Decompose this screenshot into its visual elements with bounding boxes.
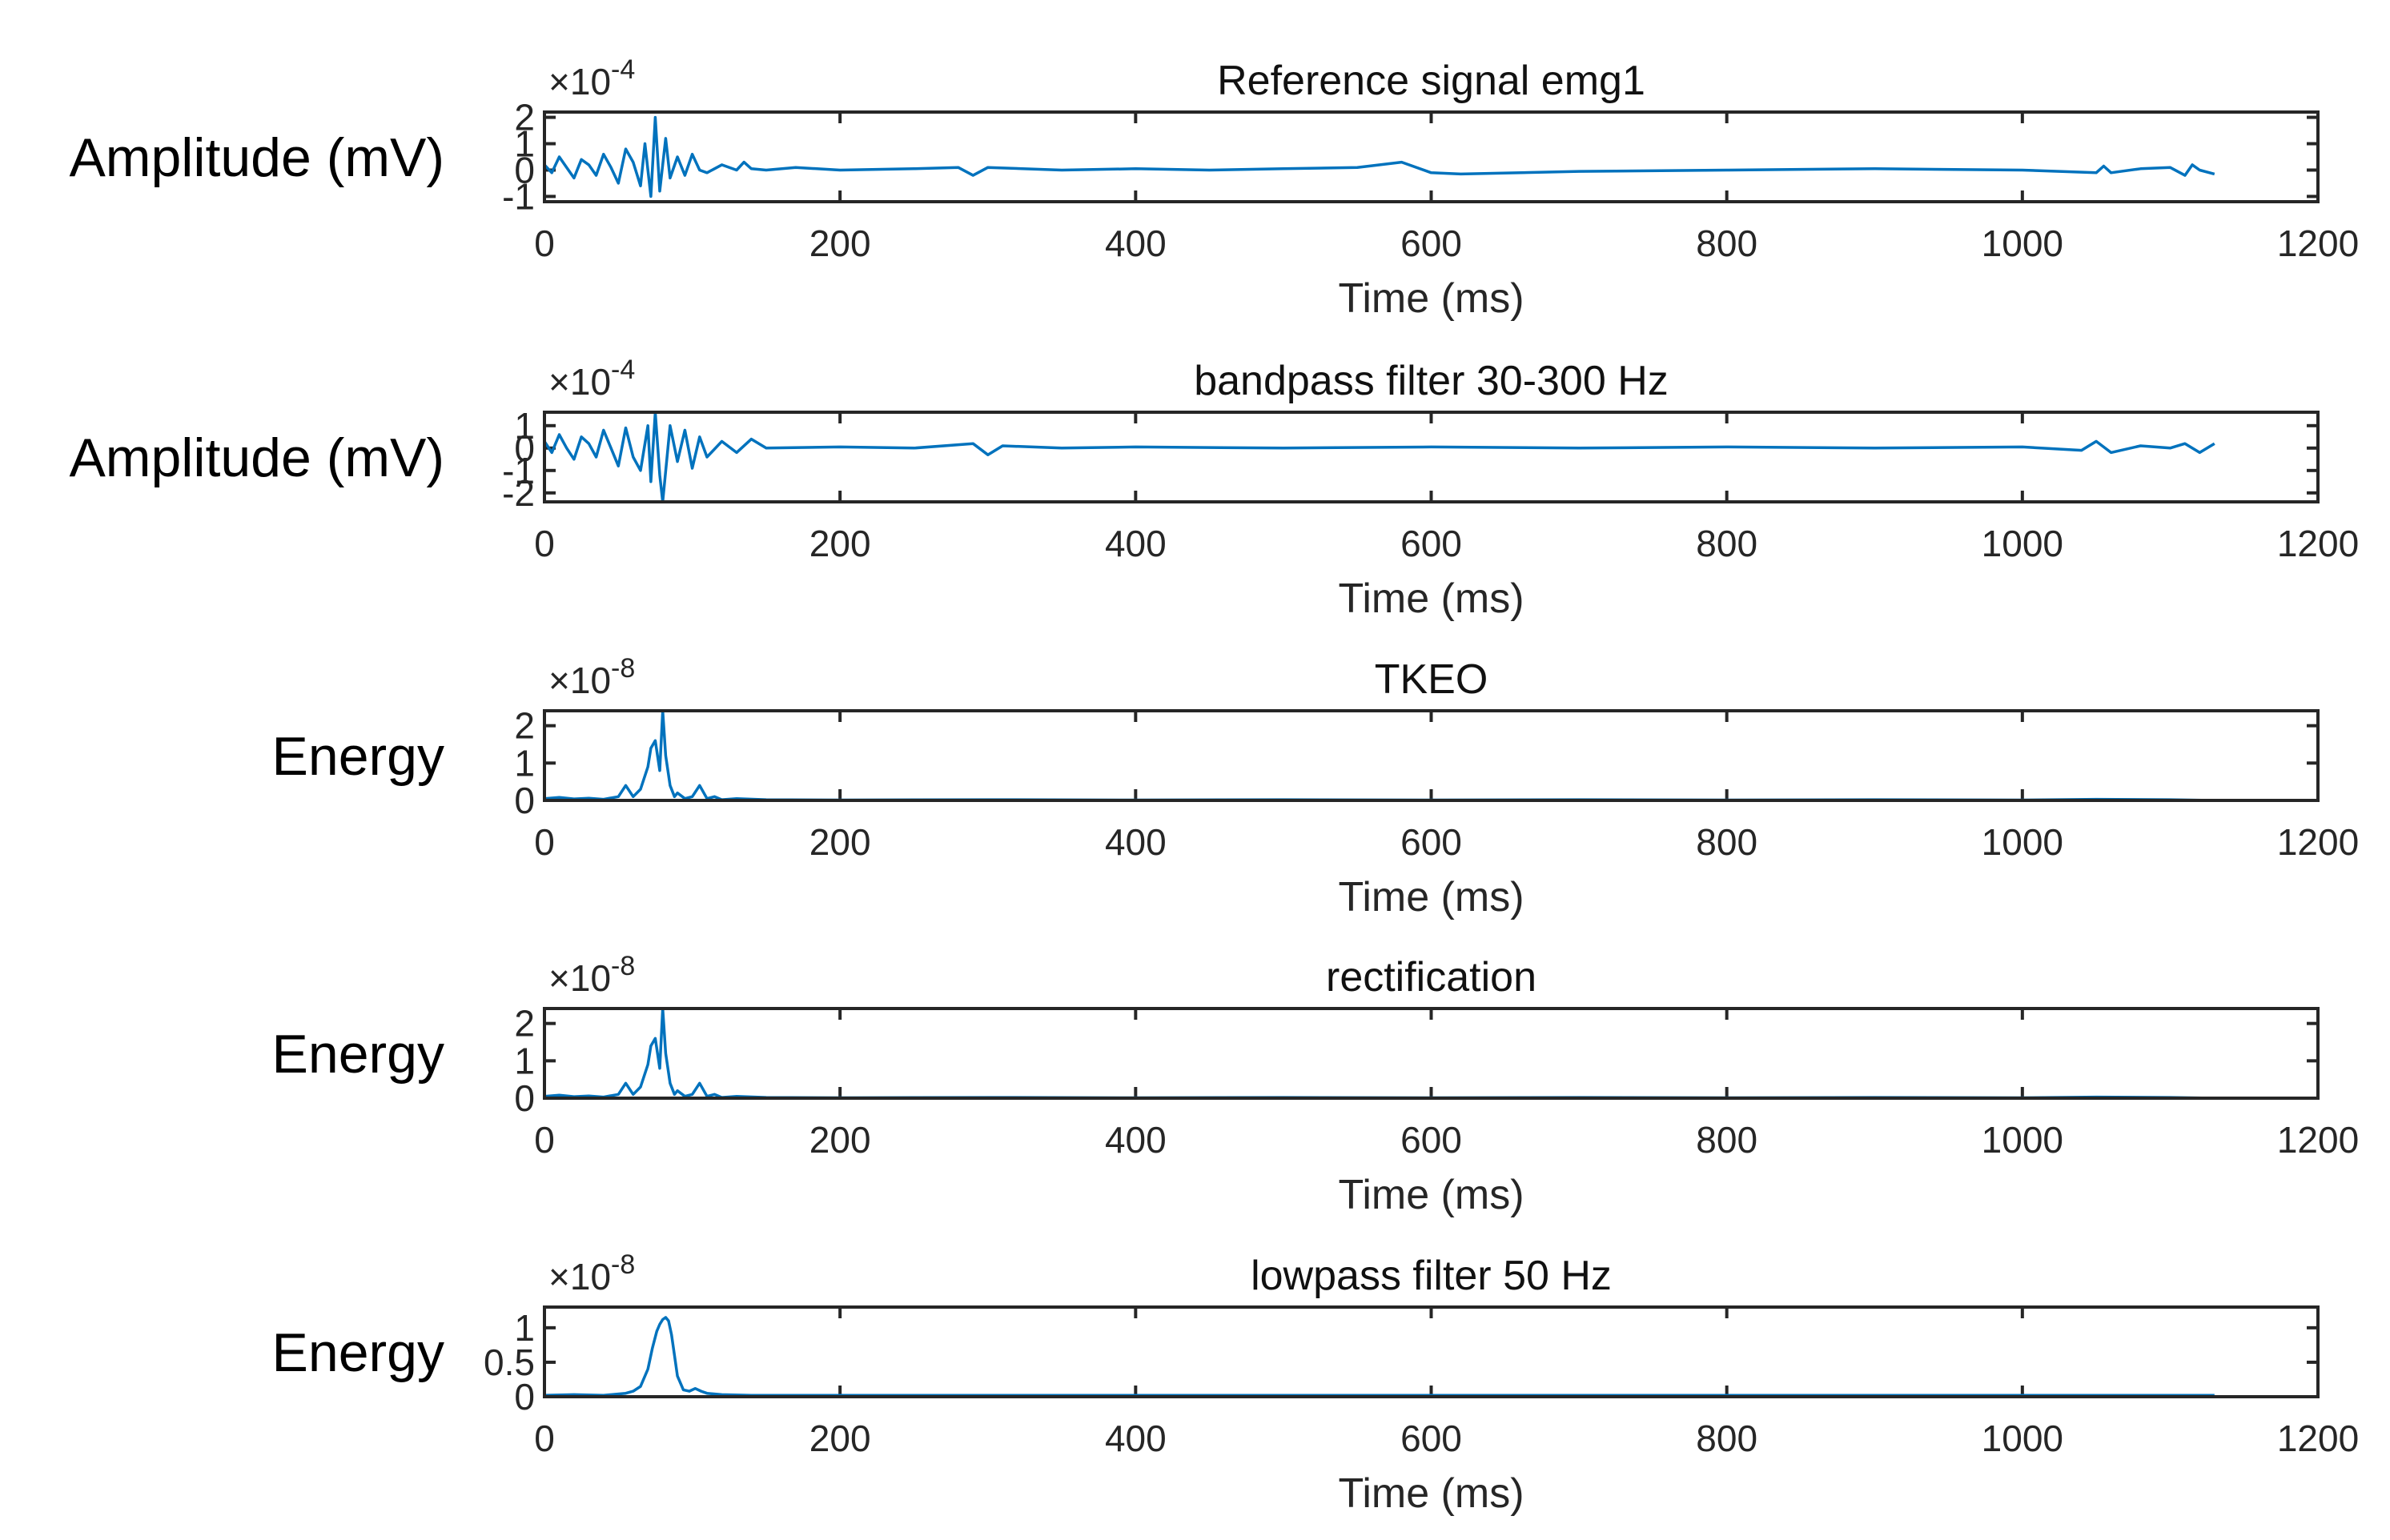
x-tick-label: 800 — [1696, 1418, 1757, 1459]
x-tick-label: 1200 — [2277, 523, 2359, 564]
y-tick-label: 1 — [514, 1307, 535, 1349]
x-tick-label: 1200 — [2277, 1119, 2359, 1161]
y-tick-label: 1 — [514, 742, 535, 784]
exponent-base: ×10 — [548, 1256, 611, 1297]
series-line-TKEO — [544, 709, 2215, 802]
x-tick-label: 400 — [1105, 223, 1167, 264]
y-tick-label: 1 — [514, 123, 535, 165]
y-tick-label: -2 — [502, 472, 535, 514]
x-tick-label: 600 — [1400, 1119, 1462, 1161]
series-line-rectified — [544, 1007, 2215, 1100]
x-tick-label: 400 — [1105, 821, 1167, 863]
y-tick-label: -1 — [502, 175, 535, 217]
subplot-title: bandpass filter 30-300 Hz — [1194, 358, 1669, 404]
exponent-multiplier: ×10-8 — [548, 653, 635, 701]
exponent-power: -4 — [611, 355, 635, 385]
x-tick-label: 400 — [1105, 523, 1167, 564]
x-tick-label: 1000 — [1982, 1418, 2063, 1459]
exponent-multiplier: ×10-4 — [548, 355, 635, 403]
x-tick-label: 800 — [1696, 821, 1757, 863]
x-tick-label: 800 — [1696, 223, 1757, 264]
x-tick-label: 200 — [809, 821, 871, 863]
exponent-base: ×10 — [548, 61, 611, 102]
y-axis-label: Amplitude (mV) — [69, 127, 444, 188]
x-tick-label: 0 — [534, 1119, 555, 1161]
exponent-power: -8 — [611, 1249, 635, 1280]
subplot-title: lowpass filter 50 Hz — [1251, 1253, 1612, 1299]
exponent-base: ×10 — [548, 957, 611, 999]
subplot-4: rectification ×10-8 Energy Time (ms) 0 200 400… — [272, 951, 2360, 1218]
x-axis-label: Time (ms) — [1338, 1470, 1524, 1517]
series-line-lowpass — [544, 1316, 2215, 1398]
x-tick-label: 400 — [1105, 1418, 1167, 1459]
axes-box — [543, 1305, 2320, 1398]
x-tick-label: 200 — [809, 1119, 871, 1161]
x-tick-label: 0 — [534, 523, 555, 564]
y-tick-label: 2 — [514, 705, 535, 747]
x-tick-label: 200 — [809, 523, 871, 564]
subplot-3: TKEO ×10-8 Energy Time (ms) 0 200 400 600 800 100… — [272, 653, 2360, 920]
x-tick-label: 1000 — [1982, 523, 2063, 564]
y-tick-label: 0 — [514, 149, 535, 190]
series-line-bandpass — [543, 411, 2215, 503]
exponent-multiplier: ×10-8 — [548, 951, 635, 999]
x-tick-label: 200 — [809, 223, 871, 264]
x-tick-label: 1000 — [1982, 821, 2063, 863]
subplot-title: TKEO — [1375, 656, 1488, 703]
subplot-title: rectification — [1326, 954, 1536, 1001]
y-tick-label: 1 — [514, 405, 535, 447]
y-tick-label: 0 — [514, 780, 535, 821]
y-tick-label: 0 — [514, 427, 535, 469]
y-tick-label: 0.5 — [484, 1341, 535, 1383]
exponent-multiplier: ×10-8 — [548, 1249, 635, 1297]
x-tick-label: 600 — [1400, 223, 1462, 264]
axes-box — [543, 709, 2320, 802]
x-axis-label: Time (ms) — [1338, 874, 1524, 920]
x-tick-label: 200 — [809, 1418, 871, 1459]
x-tick-label: 400 — [1105, 1119, 1167, 1161]
x-tick-label: 1200 — [2277, 223, 2359, 264]
x-tick-label: 600 — [1400, 523, 1462, 564]
exponent-base: ×10 — [548, 660, 611, 701]
axes-box — [543, 411, 2320, 503]
subplot-title: Reference signal emg1 — [1217, 58, 1645, 104]
exponent-base: ×10 — [548, 361, 611, 403]
x-tick-label: 1200 — [2277, 1418, 2359, 1459]
x-tick-label: 1200 — [2277, 821, 2359, 863]
x-tick-label: 0 — [534, 1418, 555, 1459]
x-axis-label: Time (ms) — [1338, 575, 1524, 622]
y-axis-label: Amplitude (mV) — [69, 427, 444, 488]
y-axis-label: Energy — [272, 1322, 444, 1383]
subplot-2: bandpass filter 30-300 Hz ×10-4 Amplitude … — [69, 355, 2359, 622]
y-tick-label: -1 — [502, 450, 535, 491]
y-tick-label: 0 — [514, 1376, 535, 1418]
series-line-emg1 — [543, 115, 2215, 199]
exponent-multiplier: ×10-4 — [548, 54, 635, 102]
x-tick-label: 0 — [534, 223, 555, 264]
y-tick-label: 2 — [514, 97, 535, 138]
x-tick-label: 1000 — [1982, 223, 2063, 264]
exponent-power: -8 — [611, 951, 635, 981]
x-tick-label: 600 — [1400, 821, 1462, 863]
y-tick-label: 0 — [514, 1077, 535, 1119]
y-tick-label: 1 — [514, 1040, 535, 1081]
axes-box — [543, 1007, 2320, 1100]
x-axis-label: Time (ms) — [1338, 1172, 1524, 1218]
x-tick-label: 800 — [1696, 1119, 1757, 1161]
y-axis-label: Energy — [272, 726, 444, 787]
y-tick-label: 2 — [514, 1003, 535, 1045]
x-tick-label: 600 — [1400, 1418, 1462, 1459]
axes-box — [543, 110, 2320, 203]
subplot-5: lowpass filter 50 Hz ×10-8 Energy Time (ms)… — [272, 1249, 2360, 1517]
exponent-power: -4 — [611, 54, 635, 85]
subplot-1: Reference signal emg1 ×10-4 Amplitude (mV)… — [69, 54, 2359, 322]
x-tick-label: 0 — [534, 821, 555, 863]
y-axis-label: Energy — [272, 1024, 444, 1085]
x-axis-label: Time (ms) — [1338, 275, 1524, 322]
exponent-power: -8 — [611, 653, 635, 684]
x-tick-label: 800 — [1696, 523, 1757, 564]
x-tick-label: 1000 — [1982, 1119, 2063, 1161]
